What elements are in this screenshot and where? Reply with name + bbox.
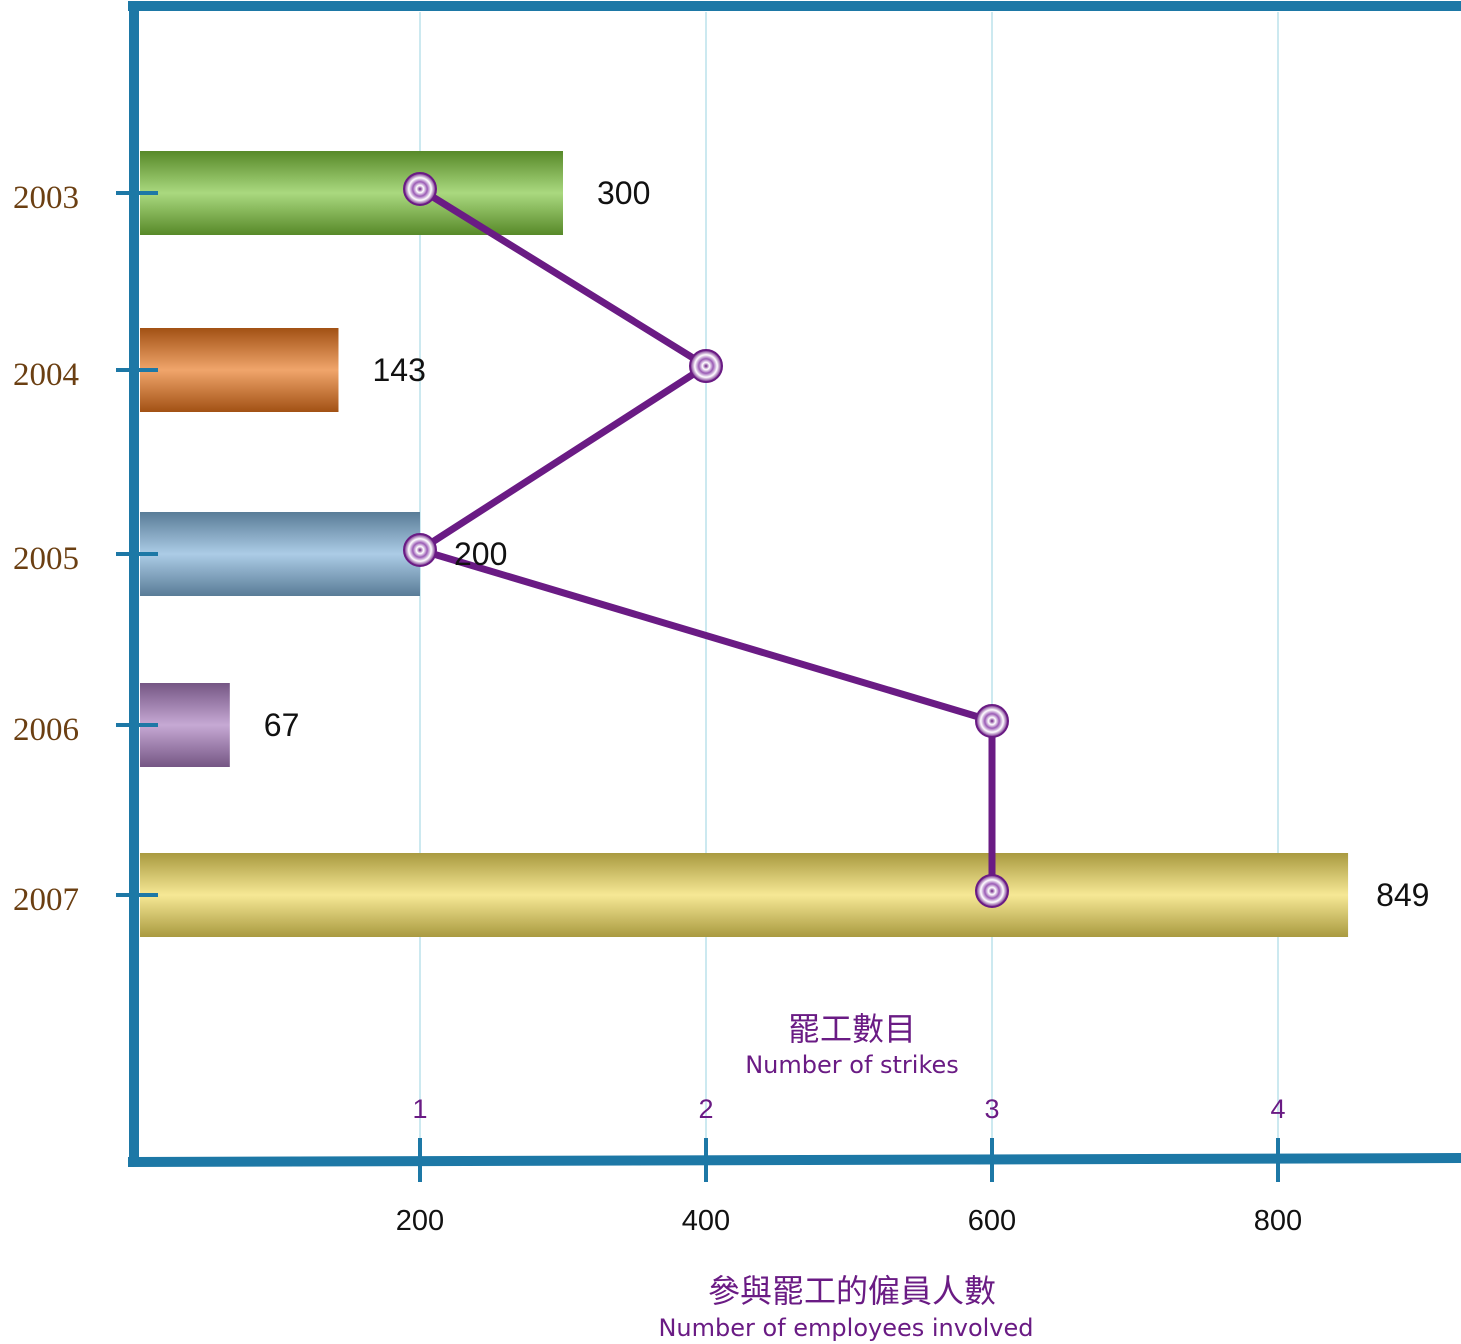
top-axis-title-en: Number of strikes xyxy=(745,1051,959,1079)
bottom-axis-title-cn: 參與罷工的僱員人數 xyxy=(708,1272,996,1310)
bars-employees xyxy=(140,151,1349,937)
y-tick-label-2003: 2003 xyxy=(13,180,79,216)
strike-marker-2003 xyxy=(403,172,437,206)
data-label-2004: 143 xyxy=(372,352,425,388)
data-label-2003: 300 xyxy=(597,175,650,211)
strike-marker-2004 xyxy=(689,349,723,383)
strike-marker-2005 xyxy=(403,533,437,567)
bar-2004 xyxy=(140,328,339,412)
line-strikes xyxy=(403,172,1009,908)
bar-2005 xyxy=(140,512,420,596)
data-label-2006: 67 xyxy=(264,707,300,743)
labels: 罷工數目 Number of strikes 參與罷工的僱員人數 Number … xyxy=(13,175,1429,1342)
strike-tick-label-4: 4 xyxy=(1270,1094,1285,1124)
data-label-2005: 200 xyxy=(454,536,507,572)
top-axis-title-cn: 罷工數目 xyxy=(788,1010,916,1048)
x-tick-label-800: 800 xyxy=(1254,1205,1302,1237)
y-tick-label-2005: 2005 xyxy=(13,541,79,577)
axis-frame xyxy=(127,1,1461,1168)
x-tick-label-600: 600 xyxy=(968,1205,1016,1237)
strike-marker-2007 xyxy=(975,874,1009,908)
y-tick-label-2006: 2006 xyxy=(13,712,79,748)
y-tick-label-2007: 2007 xyxy=(13,882,79,918)
bottom-axis-title-en: Number of employees involved xyxy=(658,1314,1033,1342)
y-tick-label-2004: 2004 xyxy=(13,357,79,393)
x-tick-label-200: 200 xyxy=(396,1205,444,1237)
bar-2003 xyxy=(140,151,563,235)
strike-tick-label-1: 1 xyxy=(412,1094,427,1124)
axes xyxy=(116,1,1461,1182)
data-label-2007: 849 xyxy=(1376,877,1429,913)
strike-tick-label-2: 2 xyxy=(698,1094,713,1124)
bar-2007 xyxy=(140,853,1349,937)
strike-marker-2006 xyxy=(975,704,1009,738)
x-tick-label-400: 400 xyxy=(682,1205,730,1237)
strike-tick-label-3: 3 xyxy=(984,1094,999,1124)
